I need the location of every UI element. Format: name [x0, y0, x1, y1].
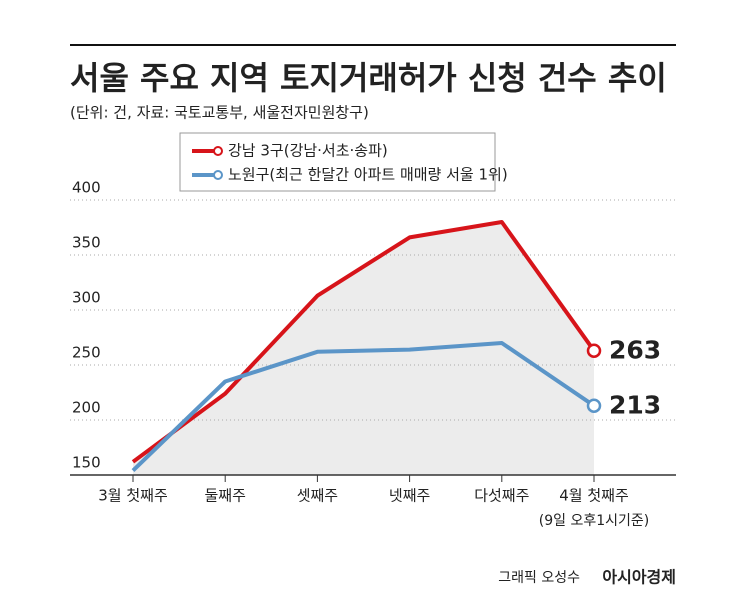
x-tick-label: 3월 첫째주: [98, 487, 168, 505]
x-tick-label: 4월 첫째주: [559, 487, 629, 505]
legend-marker: [213, 170, 223, 180]
legend-marker: [213, 146, 223, 156]
end-label: 263: [609, 336, 661, 365]
x-tick-label: 넷째주: [389, 487, 430, 505]
area-shade: [133, 222, 594, 475]
legend-label: 노원구(최근 한달간 아파트 매매량 서울 1위): [228, 166, 508, 184]
y-tick-label: 300: [72, 289, 101, 307]
legend-box: [179, 132, 496, 192]
end-label: 213: [609, 391, 661, 420]
x-note: (9일 오후1시기준): [539, 513, 649, 529]
credit: 그래픽 오성수: [498, 570, 580, 586]
y-tick-label: 400: [72, 179, 101, 197]
chart-subtitle: (단위: 건, 자료: 국토교통부, 새울전자민원창구): [70, 104, 369, 122]
x-tick-label: 둘째주: [204, 487, 245, 505]
end-marker: [586, 398, 602, 413]
end-marker: [586, 343, 602, 358]
x-tick-label: 다섯째주: [474, 487, 529, 505]
x-tick-label: 셋째주: [297, 487, 338, 505]
series-line: [131, 220, 596, 464]
y-tick-label: 200: [72, 399, 101, 417]
y-tick-label: 350: [72, 234, 101, 252]
y-tick-label: 150: [72, 454, 101, 472]
y-tick-label: 250: [72, 344, 101, 362]
publisher: 아시아경제: [602, 568, 676, 587]
chart-title: 서울 주요 지역 토지거래허가 신청 건수 추이: [70, 59, 667, 97]
legend-label: 강남 3구(강남·서초·송파): [228, 142, 388, 160]
series-line: [131, 341, 596, 473]
